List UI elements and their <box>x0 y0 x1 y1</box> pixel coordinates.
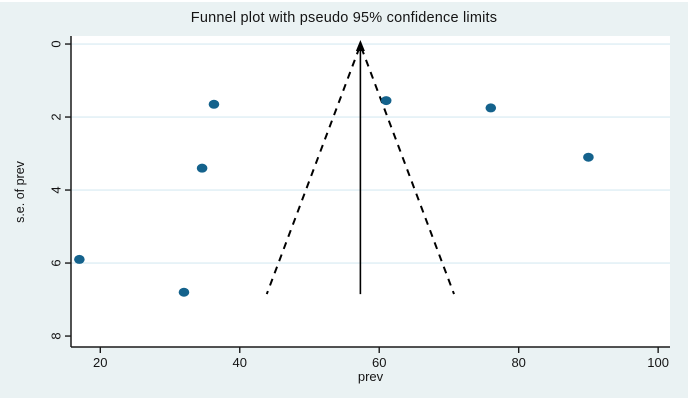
data-point-6 <box>485 103 497 113</box>
data-point-1 <box>74 254 85 264</box>
data-point-5 <box>380 96 392 106</box>
x-tick-label-60: 60 <box>372 355 386 370</box>
data-point-4 <box>208 99 220 109</box>
y-tick-label-4: 4 <box>48 186 63 193</box>
y-tick-label-0: 0 <box>48 40 63 47</box>
y-axis-title-text: s.e. of prev <box>13 161 27 223</box>
data-point-7 <box>583 152 594 162</box>
chart-title: Funnel plot with pseudo 95% confidence l… <box>190 10 498 26</box>
x-tick-label-80: 80 <box>511 355 525 370</box>
data-point-3 <box>196 163 208 173</box>
arrow-up-icon <box>355 40 365 52</box>
ci-limit-left-dashed-line <box>265 47 361 295</box>
y-tick-label-2: 2 <box>48 113 63 120</box>
x-tick-label-40: 40 <box>233 355 247 370</box>
data-point-2 <box>178 287 190 297</box>
ci-limit-right-dashed-line <box>360 47 455 295</box>
y-tick-label-6: 6 <box>48 259 63 266</box>
x-tick-label-100: 100 <box>647 355 669 370</box>
x-axis-title: prev <box>357 369 384 384</box>
y-tick-label-8: 8 <box>48 332 63 339</box>
x-tick-label-20: 20 <box>93 355 107 370</box>
plot-background <box>71 36 670 347</box>
